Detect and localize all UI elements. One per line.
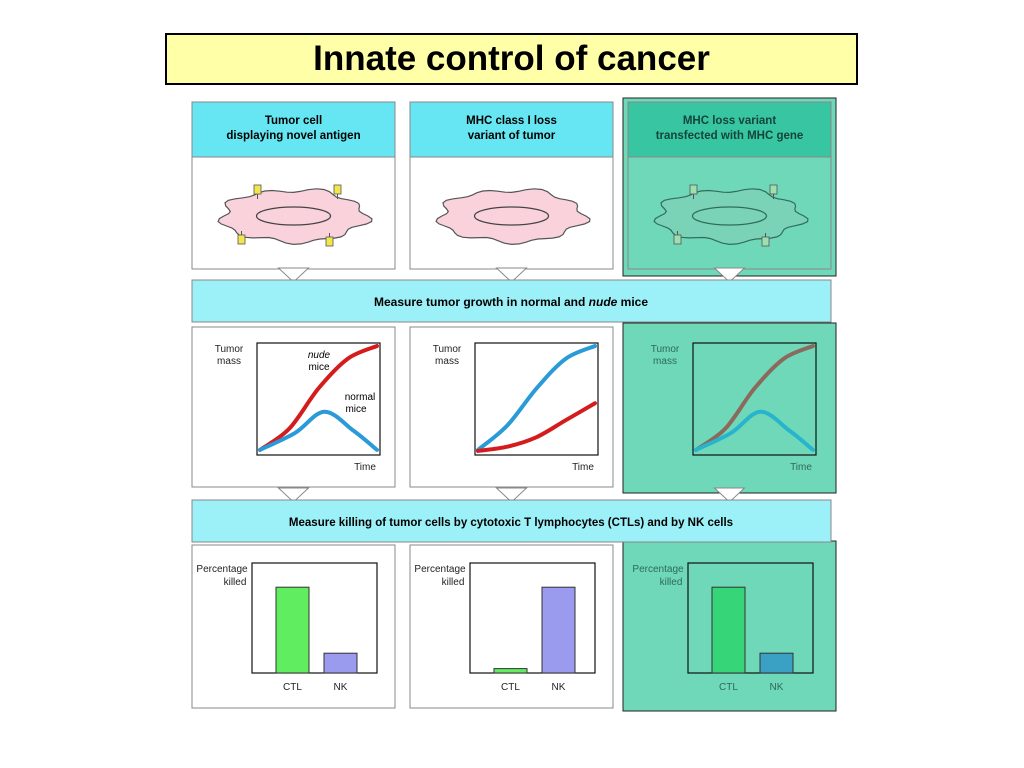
annotation-normal-mice: mice	[345, 404, 367, 415]
growth-band-text: Measure tumor growth in normal and nude …	[374, 295, 648, 309]
column-header-text: transfected with MHC gene	[656, 130, 804, 142]
killing-axes	[469, 562, 596, 674]
antigen-icon	[673, 234, 682, 245]
killing-ylabel: Percentage	[414, 564, 466, 575]
cell-nucleus	[691, 206, 768, 226]
down-arrow-icon	[495, 267, 528, 283]
antigen-icon	[769, 184, 778, 195]
growth-ylabel: mass	[435, 356, 459, 367]
growth-xlabel: Time	[354, 462, 376, 473]
bar-ctl	[275, 586, 310, 674]
bar-ctl	[711, 586, 746, 674]
column-header-text: displaying novel antigen	[226, 130, 360, 142]
killing-ylabel: killed	[224, 577, 247, 588]
title-box: Innate control of cancer	[165, 33, 858, 85]
column-header-text: Tumor cell	[265, 115, 322, 127]
slide-title: Innate control of cancer	[313, 39, 710, 78]
antigen-icon	[333, 184, 342, 195]
column-header-text: MHC class I loss	[466, 115, 557, 127]
bar-ctl	[493, 668, 528, 674]
cell-nucleus	[473, 206, 550, 226]
bar-label: NK	[334, 682, 348, 693]
growth-band-text-italic: nude	[589, 295, 618, 309]
killing-band-text: Measure killing of tumor cells by cytoto…	[289, 517, 733, 529]
growth-xlabel: Time	[572, 462, 594, 473]
growth-curve	[258, 409, 379, 452]
growth-curve	[694, 409, 815, 452]
annotation-nude: nude	[308, 350, 331, 361]
antigen-icon	[761, 236, 770, 247]
growth-curve	[476, 344, 597, 452]
killing-ylabel: Percentage	[632, 564, 684, 575]
down-arrow-icon	[495, 487, 528, 503]
column-header-box	[409, 101, 614, 158]
cell-nucleus	[255, 206, 332, 226]
growth-ylabel: mass	[653, 356, 677, 367]
killing-axes	[687, 562, 814, 674]
growth-curve	[476, 401, 597, 453]
bar-label: CTL	[283, 682, 302, 693]
growth-ylabel: Tumor	[215, 344, 244, 355]
bar-nk	[759, 652, 794, 674]
bar-label: CTL	[719, 682, 738, 693]
down-arrow-icon	[713, 487, 746, 503]
killing-band	[191, 499, 832, 543]
growth-curve	[694, 344, 815, 452]
antigen-icon	[325, 236, 334, 247]
bar-label: NK	[552, 682, 566, 693]
bar-nk	[541, 586, 576, 674]
annotation-nude-mice: mice	[308, 362, 330, 373]
growth-band-text-post: mice	[617, 295, 648, 309]
killing-axes	[251, 562, 378, 674]
killing-ylabel: killed	[660, 577, 683, 588]
bar-label: NK	[770, 682, 784, 693]
growth-ylabel: Tumor	[651, 344, 680, 355]
growth-ylabel: Tumor	[433, 344, 462, 355]
growth-band-text-pre: Measure tumor growth in normal and	[374, 295, 589, 309]
column-header-text: variant of tumor	[468, 130, 556, 142]
antigen-icon	[253, 184, 262, 195]
growth-curve	[258, 344, 379, 452]
killing-ylabel: Percentage	[196, 564, 248, 575]
killing-ylabel: killed	[442, 577, 465, 588]
growth-band	[191, 279, 832, 323]
bar-label: CTL	[501, 682, 520, 693]
down-arrow-icon	[277, 267, 310, 283]
column-header-box	[627, 101, 832, 158]
antigen-icon	[237, 234, 246, 245]
annotation-normal: normal	[345, 392, 376, 403]
column-header-text: MHC loss variant	[683, 115, 776, 127]
antigen-icon	[689, 184, 698, 195]
bar-nk	[323, 652, 358, 674]
down-arrow-icon	[277, 487, 310, 503]
down-arrow-icon	[713, 267, 746, 283]
growth-xlabel: Time	[790, 462, 812, 473]
growth-ylabel: mass	[217, 356, 241, 367]
